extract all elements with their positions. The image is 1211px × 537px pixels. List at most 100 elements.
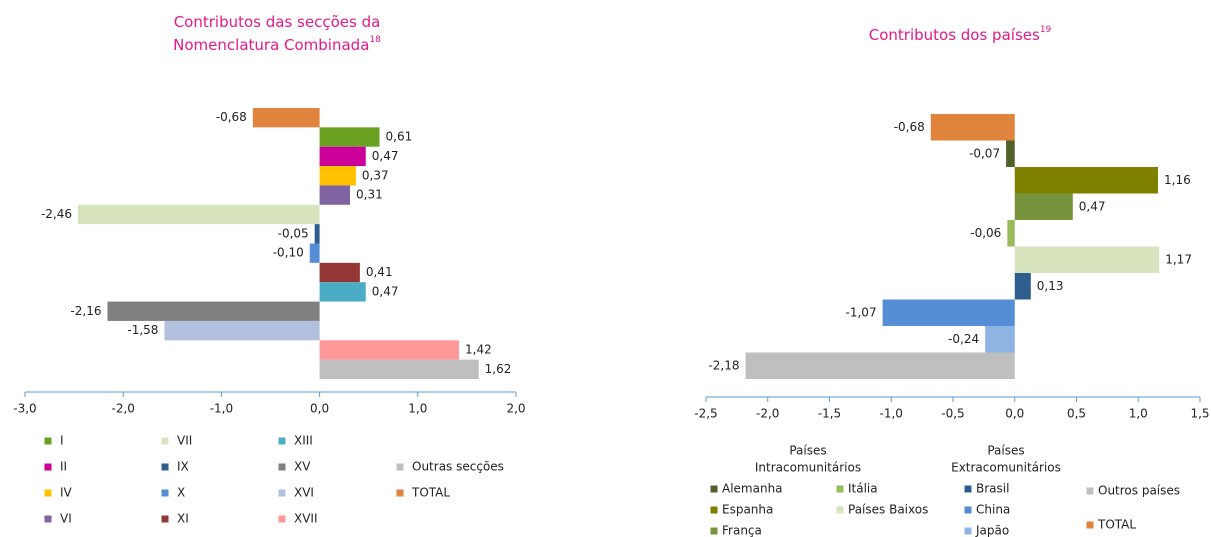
value-label: 1,17 <box>1165 252 1192 266</box>
bar <box>1014 193 1073 220</box>
bar <box>164 320 320 341</box>
value-label: -0,68 <box>894 120 925 134</box>
legend-label: Espanha <box>722 503 773 517</box>
legend-label: Brasil <box>976 482 1009 496</box>
bar <box>319 359 479 379</box>
bar <box>252 108 320 128</box>
x-tick-label: -3,0 <box>13 402 36 416</box>
legend-group-heading: Países <box>789 444 826 458</box>
value-label: 0,31 <box>356 188 383 202</box>
legend-label: XVII <box>294 512 318 526</box>
x-tick-label: -1,0 <box>210 402 233 416</box>
legend-group-heading: Intracomunitários <box>755 461 861 475</box>
bar <box>1014 273 1031 300</box>
legend-label: Outras secções <box>412 460 504 474</box>
legend-label: IV <box>60 486 73 500</box>
bar <box>1006 140 1015 167</box>
bar <box>1007 220 1015 247</box>
value-label: 0,47 <box>372 284 399 298</box>
legend-swatch <box>836 485 844 493</box>
legend-swatch <box>278 515 286 523</box>
chart-title: Contributos das secções da <box>174 13 381 31</box>
legend-swatch <box>161 515 169 523</box>
legend-swatch <box>1086 487 1094 495</box>
x-tick-label: 0,0 <box>1005 407 1024 421</box>
legend-group-heading: Extracomunitários <box>951 461 1061 475</box>
legend-label: XVI <box>294 486 314 500</box>
legend-label: I <box>60 434 64 448</box>
title-superscript: 18 <box>369 35 381 45</box>
x-tick-label: 1,0 <box>408 402 427 416</box>
legend-label: Outros países <box>1098 484 1180 498</box>
legend-swatch <box>44 437 52 445</box>
x-tick-label: -2,0 <box>756 407 779 421</box>
x-tick-label: 0,0 <box>310 402 329 416</box>
x-tick-label: -1,5 <box>818 407 841 421</box>
value-label: -1,07 <box>846 305 877 319</box>
legend-swatch <box>710 485 718 493</box>
value-label: -0,10 <box>273 246 304 260</box>
value-label: 0,47 <box>372 149 399 163</box>
value-label: 0,37 <box>362 168 389 182</box>
x-tick-label: 2,0 <box>506 402 525 416</box>
x-tick-label: 1,5 <box>1190 407 1209 421</box>
legend-label: XV <box>294 460 311 474</box>
x-tick-label: -1,0 <box>880 407 903 421</box>
legend-swatch <box>278 437 286 445</box>
legend-swatch <box>710 506 718 514</box>
bar <box>882 299 1015 326</box>
value-label: -0,24 <box>948 332 979 346</box>
value-label: 1,16 <box>1164 173 1191 187</box>
legend-swatch <box>836 506 844 514</box>
legend-group-heading: Países <box>987 444 1024 458</box>
bar <box>309 243 320 263</box>
legend-label: XI <box>177 512 189 526</box>
legend-label: XIII <box>294 434 313 448</box>
legend-label: Itália <box>848 482 878 496</box>
legend-label: Japão <box>975 524 1009 537</box>
x-tick-label: 0,5 <box>1067 407 1086 421</box>
bar <box>319 282 366 302</box>
value-label: -0,05 <box>278 226 309 240</box>
legend-label: VI <box>60 512 72 526</box>
chart-title-line: Contributos dos países <box>869 26 1040 44</box>
legend-label: VII <box>177 434 192 448</box>
bar <box>314 224 320 244</box>
value-label: -0,07 <box>969 146 1000 160</box>
legend-swatch <box>44 489 52 497</box>
legend-swatch <box>710 527 718 535</box>
chart-title: Nomenclatura Combinada18 <box>173 35 381 54</box>
value-label: 1,62 <box>485 362 512 376</box>
legend-swatch <box>44 515 52 523</box>
legend-swatch <box>44 463 52 471</box>
bar <box>319 340 460 360</box>
legend-swatch <box>1086 521 1094 529</box>
legend-swatch <box>964 485 972 493</box>
legend-swatch <box>396 489 404 497</box>
bar <box>319 262 360 283</box>
value-label: -0,68 <box>216 110 247 124</box>
legend-label: TOTAL <box>1097 518 1136 532</box>
legend-label: TOTAL <box>411 486 450 500</box>
x-tick-label: 1,0 <box>1129 407 1148 421</box>
legend-label: China <box>976 503 1010 517</box>
chart-title-line: Contributos das secções da <box>174 13 381 31</box>
legend-label: II <box>60 460 67 474</box>
x-tick-label: -0,5 <box>941 407 964 421</box>
legend-swatch <box>396 463 404 471</box>
bar <box>930 114 1015 141</box>
value-label: -2,46 <box>41 207 72 221</box>
bar <box>985 326 1015 353</box>
chart-title-line: Nomenclatura Combinada <box>173 36 369 54</box>
value-label: 0,47 <box>1079 199 1106 213</box>
bar <box>319 185 351 205</box>
value-label: -0,06 <box>970 226 1001 240</box>
bar <box>745 352 1015 379</box>
value-label: -1,58 <box>127 323 158 337</box>
title-superscript: 19 <box>1040 25 1052 35</box>
legend-swatch <box>161 437 169 445</box>
x-tick-label: -2,0 <box>111 402 134 416</box>
legend-label: X <box>177 486 185 500</box>
legend-swatch <box>161 463 169 471</box>
